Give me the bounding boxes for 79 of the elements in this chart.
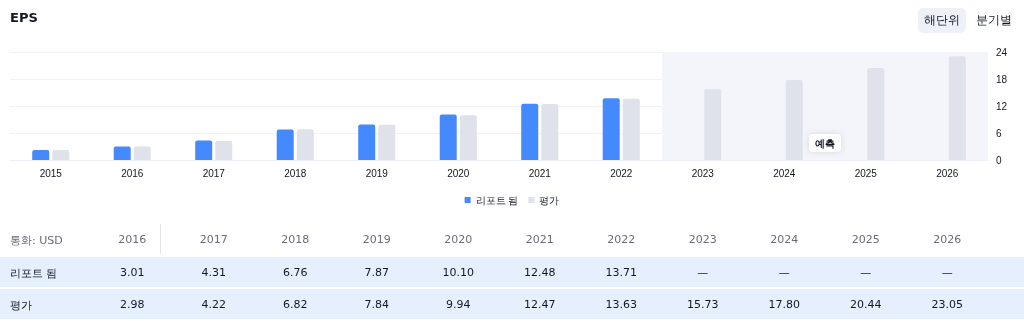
category-label: 2021 <box>525 233 554 246</box>
data-label: 3.01 <box>120 266 145 279</box>
legend-label: 평가 <box>539 194 560 206</box>
data-label: 20.44 <box>850 298 882 311</box>
x-tick-label: 2019 <box>365 167 389 179</box>
data-label: 9.94 <box>446 298 471 311</box>
bar <box>215 141 233 160</box>
category-label: 2018 <box>281 233 310 246</box>
category-label: 2022 <box>607 233 636 246</box>
data-label: 7.84 <box>364 298 389 311</box>
bar <box>32 150 50 160</box>
text: 통화: USD <box>10 233 63 248</box>
bar <box>521 103 539 160</box>
data-label: 17.80 <box>768 298 800 311</box>
x-tick-label: 2026 <box>936 167 959 179</box>
data-label: 2.98 <box>120 298 145 311</box>
band-label: 예측 <box>815 137 835 149</box>
data-label: 12.48 <box>524 266 556 279</box>
y-tick-label: 24 <box>996 46 1008 58</box>
text: 리포트 됨 <box>10 267 58 280</box>
bar <box>195 140 213 160</box>
data-label: 23.05 <box>931 298 963 311</box>
data-label: 13.71 <box>605 266 637 279</box>
y-tick-label: 12 <box>996 100 1008 112</box>
data-label: 12.47 <box>524 298 556 311</box>
bar <box>602 98 620 160</box>
category-label: 2025 <box>851 233 880 246</box>
text: 분기별 <box>975 12 1013 29</box>
legend-label: 리포트 됨 <box>475 194 519 206</box>
x-tick-label: 2022 <box>610 167 633 179</box>
text: — <box>860 266 872 279</box>
bar <box>113 146 131 160</box>
x-tick-label: 2017 <box>202 167 226 179</box>
data-label: 6.76 <box>283 266 308 279</box>
data-label: 4.22 <box>201 298 226 311</box>
y-tick-label: 18 <box>996 73 1008 85</box>
data-label: 10.10 <box>442 266 474 279</box>
category-label: 2026 <box>933 233 962 246</box>
text: — <box>941 266 953 279</box>
bar <box>459 115 477 160</box>
bar <box>296 129 314 160</box>
x-tick-label: 2024 <box>773 167 796 179</box>
x-tick-label: 2018 <box>284 167 307 179</box>
bar <box>358 124 376 160</box>
y-tick-label: 0 <box>996 154 1002 166</box>
bar <box>276 129 294 160</box>
bar <box>133 146 151 160</box>
bar <box>378 124 396 160</box>
text: — <box>697 266 709 279</box>
text: 해단위 <box>918 8 966 33</box>
category-label: 2020 <box>444 233 473 246</box>
x-tick-label: 2021 <box>528 167 552 179</box>
bar <box>622 98 640 160</box>
bar <box>867 68 885 160</box>
y-tick-label: 6 <box>996 127 1002 139</box>
x-tick-label: 2016 <box>121 167 144 179</box>
bar <box>52 150 70 160</box>
bar <box>541 103 559 160</box>
bar <box>785 79 803 160</box>
bar <box>948 56 966 160</box>
x-tick-label: 2025 <box>854 167 878 179</box>
category-label: 2016 <box>118 233 147 246</box>
category-label: 2017 <box>199 233 228 246</box>
x-tick-label: 2015 <box>39 167 63 179</box>
x-tick-label: 2020 <box>447 167 470 179</box>
text: — <box>778 266 790 279</box>
category-label: 2019 <box>362 233 391 246</box>
data-label: 4.31 <box>201 266 226 279</box>
data-label: 6.82 <box>283 298 308 311</box>
category-label: 2024 <box>770 233 799 246</box>
text: 평가 <box>10 299 32 312</box>
x-tick-label: 2023 <box>691 167 715 179</box>
data-label: 13.63 <box>605 298 637 311</box>
category-label: 2023 <box>688 233 717 246</box>
data-label: 15.73 <box>687 298 719 311</box>
bar <box>439 114 457 160</box>
chart-title: EPS <box>10 10 38 25</box>
bar <box>704 89 722 160</box>
data-label: 7.87 <box>364 266 389 279</box>
